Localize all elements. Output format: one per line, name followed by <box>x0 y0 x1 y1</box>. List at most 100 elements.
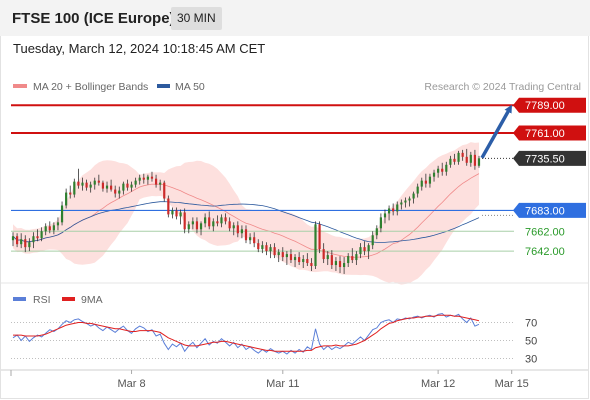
candle-body <box>32 236 35 243</box>
candle <box>32 232 35 249</box>
candle <box>191 217 194 230</box>
candle <box>122 181 125 195</box>
candle-body <box>404 200 407 203</box>
candle <box>224 213 227 225</box>
support-label: 7662.00 <box>525 226 565 238</box>
x-tick-label: Mar 11 <box>266 378 299 390</box>
candle-body <box>367 245 370 252</box>
candle-body <box>269 247 272 252</box>
candle-body <box>289 254 293 261</box>
candle <box>392 203 395 216</box>
candle <box>453 153 456 165</box>
candle <box>383 209 387 224</box>
candle <box>363 241 366 256</box>
candle <box>97 174 100 186</box>
candle-body <box>28 242 31 248</box>
candle-body <box>73 181 76 195</box>
timeframe-badge[interactable]: 30 MIN <box>171 7 222 30</box>
candle <box>36 229 39 242</box>
candle-body <box>187 224 190 230</box>
candle-body <box>277 252 280 256</box>
candle-body <box>375 228 378 236</box>
candle <box>396 201 399 216</box>
candle-body <box>355 254 358 261</box>
candle-body <box>347 256 350 264</box>
candle <box>445 161 448 176</box>
candle <box>281 247 284 262</box>
candle-body <box>191 221 194 225</box>
candle-body <box>154 178 158 185</box>
candle <box>285 251 288 266</box>
candle <box>85 179 88 191</box>
candle <box>449 155 452 168</box>
candle-body <box>44 226 47 232</box>
candle-body <box>371 235 374 246</box>
forecast-arrow <box>480 104 512 159</box>
price-tag-box <box>513 97 586 113</box>
candle <box>351 248 354 264</box>
candle <box>24 235 27 253</box>
candle-body <box>20 239 23 245</box>
candle <box>56 217 60 231</box>
candle-body <box>387 208 391 214</box>
header-bar: FTSE 100 (ICE Europe) 30 MIN <box>0 0 590 36</box>
candle-body <box>248 237 252 241</box>
timestamp: Tuesday, March 12, 2024 10:18:45 AM CET <box>13 41 266 56</box>
candle <box>400 199 403 210</box>
candle-body <box>322 249 325 260</box>
candle <box>20 233 23 249</box>
candle-body <box>449 158 452 165</box>
candle <box>261 241 264 254</box>
candle <box>134 177 137 188</box>
candle <box>326 251 329 266</box>
candle <box>187 221 190 234</box>
candle-body <box>208 217 211 227</box>
candle-body <box>473 154 477 166</box>
candle-body <box>199 223 203 230</box>
candle <box>93 177 96 190</box>
candle-body <box>338 261 342 268</box>
candle-body <box>285 254 288 258</box>
candle-body <box>314 224 317 267</box>
candle <box>248 233 252 245</box>
candle-body <box>232 225 235 229</box>
candle-body <box>179 212 182 217</box>
candle <box>48 221 51 234</box>
candle-body <box>52 225 55 231</box>
ma20-legend-swatch <box>13 84 27 88</box>
pivot-price-tag: 7683.00 <box>513 202 586 218</box>
candle-body <box>236 225 239 234</box>
candle-body <box>118 190 121 194</box>
candle <box>330 250 333 269</box>
candle <box>101 180 105 192</box>
candle <box>379 213 382 233</box>
candle-body <box>204 217 207 224</box>
candle <box>232 222 235 236</box>
candle <box>257 239 260 253</box>
candle <box>420 177 423 191</box>
candle <box>310 258 313 271</box>
candle <box>65 188 68 209</box>
candle <box>236 221 239 238</box>
resistance-price-tag: 7789.00 <box>513 97 586 113</box>
candle <box>195 217 199 234</box>
candle-body <box>396 204 399 212</box>
price-tag-label: 7761.00 <box>525 128 565 140</box>
candle-body <box>122 183 125 191</box>
candle <box>208 211 211 230</box>
candle <box>40 227 43 242</box>
candle-body <box>293 257 297 261</box>
candle-body <box>56 222 60 226</box>
candle-body <box>89 184 92 188</box>
candle <box>273 243 276 259</box>
candle-body <box>48 226 51 231</box>
candle <box>28 238 31 252</box>
candle-body <box>257 243 260 250</box>
candle-body <box>36 236 39 239</box>
candle <box>293 254 297 268</box>
candle <box>322 243 325 264</box>
candle <box>167 195 170 218</box>
price-plot: 7789.00 7761.00 7735.50 7683.00 7662.00 7642.… <box>11 97 586 285</box>
candle-body <box>253 237 256 244</box>
candle-body <box>424 180 427 184</box>
